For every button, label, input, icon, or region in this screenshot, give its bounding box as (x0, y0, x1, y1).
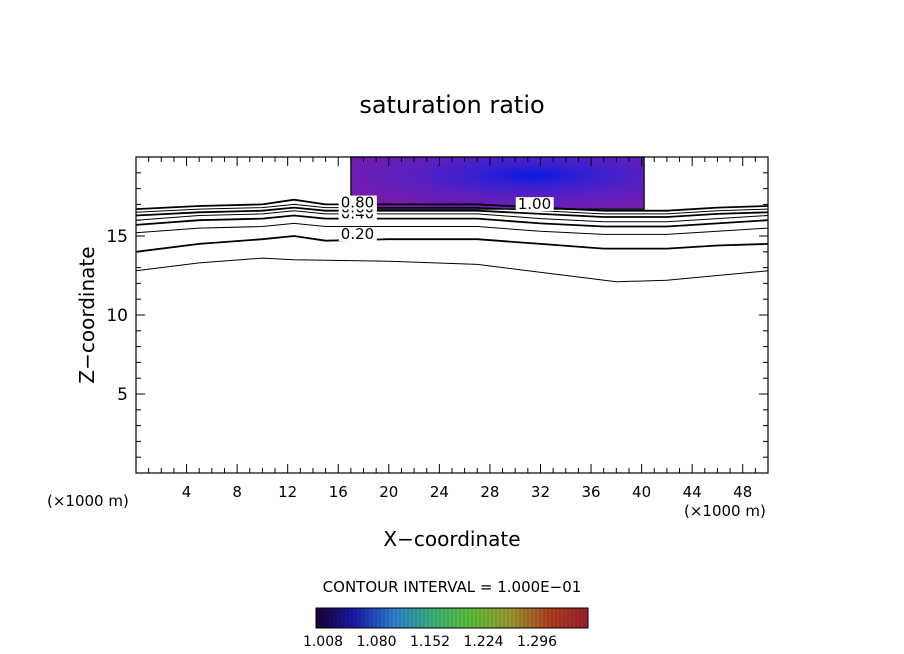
y-axis-label: Z−coordinate (75, 246, 99, 383)
x-tick-label: 12 (278, 483, 297, 501)
shaded-region (350, 156, 645, 210)
colorbar-label: 1.080 (356, 634, 396, 650)
colorbar-gradient (315, 607, 589, 629)
x-tick-label: 28 (480, 483, 499, 501)
x-tick-label: 48 (733, 483, 752, 501)
colorbar-label: 1.008 (303, 634, 343, 650)
contour-line-0.5 (135, 210, 769, 223)
chart-title: saturation ratio (359, 91, 544, 119)
x-ticks: 4 8 12 16 20 24 28 32 36 40 44 48 (148, 157, 756, 501)
x-tick-label: 24 (430, 483, 449, 501)
x-tick-label: 32 (531, 483, 550, 501)
contour-label: 1.00 (518, 195, 551, 213)
colorbar-label: 1.152 (410, 634, 450, 650)
y-tick-label: 10 (106, 306, 128, 326)
plot-area: 0.200.400.600.801.00 4812162024283236404… (106, 156, 769, 501)
x-tick-label: 8 (232, 483, 242, 501)
y-ticks: 5 10 15 (106, 172, 768, 458)
colorbar: 1.008 1.080 1.152 1.224 1.296 (303, 607, 589, 650)
contour-label-bg (515, 197, 554, 212)
x-tick-label: 20 (379, 483, 398, 501)
colorbar-label: 1.224 (463, 634, 503, 650)
y-tick-label: 15 (106, 227, 128, 247)
contour-line-0.7 (135, 203, 769, 215)
y-tick-label: 5 (117, 385, 128, 405)
colorbar-stripes (319, 608, 585, 628)
contour-line-0.3 (135, 222, 769, 235)
contour-labels: 0.200.400.600.801.00 (338, 194, 554, 243)
contour-label-bg (338, 227, 377, 242)
contour-line-0.4 (135, 214, 769, 228)
contour-interval: CONTOUR INTERVAL = 1.000E−01 (323, 578, 582, 596)
x-unit-right: (×1000 m) (684, 502, 766, 520)
contour-label: 0.20 (341, 225, 374, 243)
contour-line-0.1 (135, 257, 769, 283)
contour-line-0.6 (135, 206, 769, 218)
x-tick-label: 4 (182, 483, 192, 501)
x-tick-label: 44 (683, 483, 702, 501)
x-unit-left: (×1000 m) (47, 492, 129, 510)
contour-line-0.2 (135, 235, 769, 253)
contour-lines (135, 198, 769, 283)
x-tick-label: 16 (329, 483, 348, 501)
x-tick-label: 40 (632, 483, 651, 501)
contour-label: 0.80 (341, 194, 374, 212)
x-axis-label: X−coordinate (383, 527, 520, 551)
contour-label-bg (338, 195, 377, 210)
colorbar-labels: 1.008 1.080 1.152 1.224 1.296 (303, 634, 557, 650)
colorbar-label: 1.296 (517, 634, 557, 650)
contour-line-0.8 (135, 198, 769, 212)
x-tick-label: 36 (581, 483, 600, 501)
